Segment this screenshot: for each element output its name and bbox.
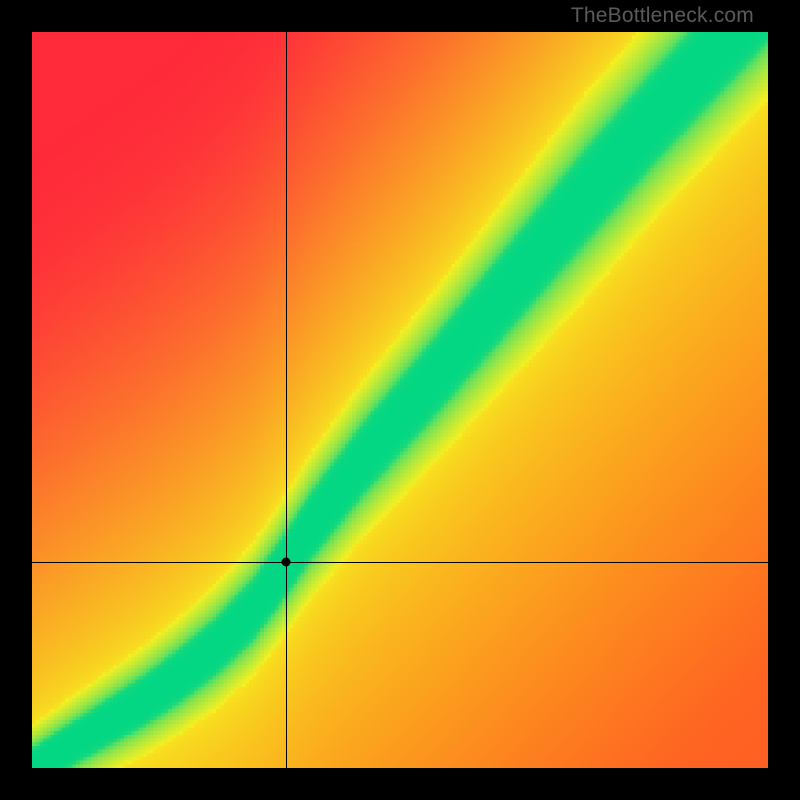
bottleneck-heatmap [32,32,768,768]
operating-point-marker [281,557,290,566]
crosshair-vertical [286,32,287,768]
watermark-text: TheBottleneck.com [571,4,754,28]
plot-area [32,32,768,768]
crosshair-horizontal [32,562,768,563]
